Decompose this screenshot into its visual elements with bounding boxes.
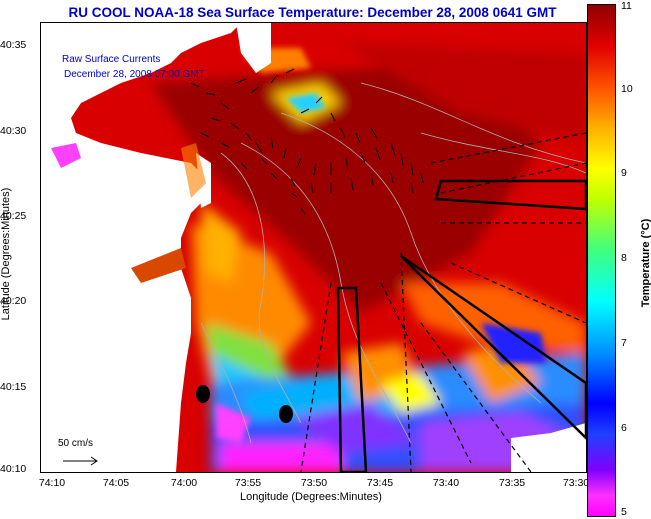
x-axis-label: Longitude (Degrees:Minutes): [240, 491, 382, 503]
x-tick: 73:50: [300, 477, 328, 489]
y-axis-label: Latitude (Degrees:Minutes): [0, 187, 12, 321]
y-tick: 40:30: [0, 125, 27, 137]
current-vectors: [190, 68, 424, 215]
x-tick: 74:00: [170, 477, 198, 489]
colorbar-tick: 8: [621, 252, 627, 264]
land-mass: [41, 23, 241, 472]
temperature-colorbar: [587, 4, 616, 517]
x-tick: 73:55: [234, 477, 262, 489]
colorbar-tick: 11: [621, 0, 632, 12]
colorbar-tick: 7: [621, 337, 627, 349]
currents-time-label: December 28, 2008 07:00 GMT: [64, 69, 205, 80]
scale-label: 50 cm/s: [58, 438, 94, 449]
sst-map: [41, 23, 586, 472]
x-tick: 73:35: [498, 477, 526, 489]
scale-arrow: [63, 456, 98, 466]
colorbar-tick: 5: [621, 506, 627, 518]
y-tick: 40:15: [0, 381, 27, 393]
x-tick: 74:10: [38, 477, 66, 489]
station-dot: [196, 385, 210, 403]
colorbar-tick: 10: [621, 83, 633, 95]
map-plot-area[interactable]: [40, 22, 587, 473]
bathymetry-contours: [200, 82, 586, 444]
y-tick: 40:25: [0, 210, 27, 222]
x-tick: 74:05: [102, 477, 130, 489]
x-tick: 73:45: [366, 477, 394, 489]
map-title: RU COOL NOAA-18 Sea Surface Temperature:…: [68, 5, 557, 20]
colorbar-label: Temperature (°C): [640, 218, 651, 308]
colorbar-tick: 9: [621, 167, 627, 179]
y-tick: 40:20: [0, 295, 27, 307]
radar-lines: [300, 132, 586, 472]
station-dot: [279, 405, 293, 423]
x-tick: 73:30: [562, 477, 590, 489]
y-tick: 40:35: [0, 39, 27, 51]
x-tick: 73:40: [432, 477, 460, 489]
y-tick: 40:10: [0, 463, 27, 475]
sst-field: [151, 43, 586, 472]
study-boxes: [336, 179, 586, 472]
raw-currents-label: Raw Surface Currents: [62, 54, 161, 65]
colorbar-tick: 6: [621, 422, 627, 434]
